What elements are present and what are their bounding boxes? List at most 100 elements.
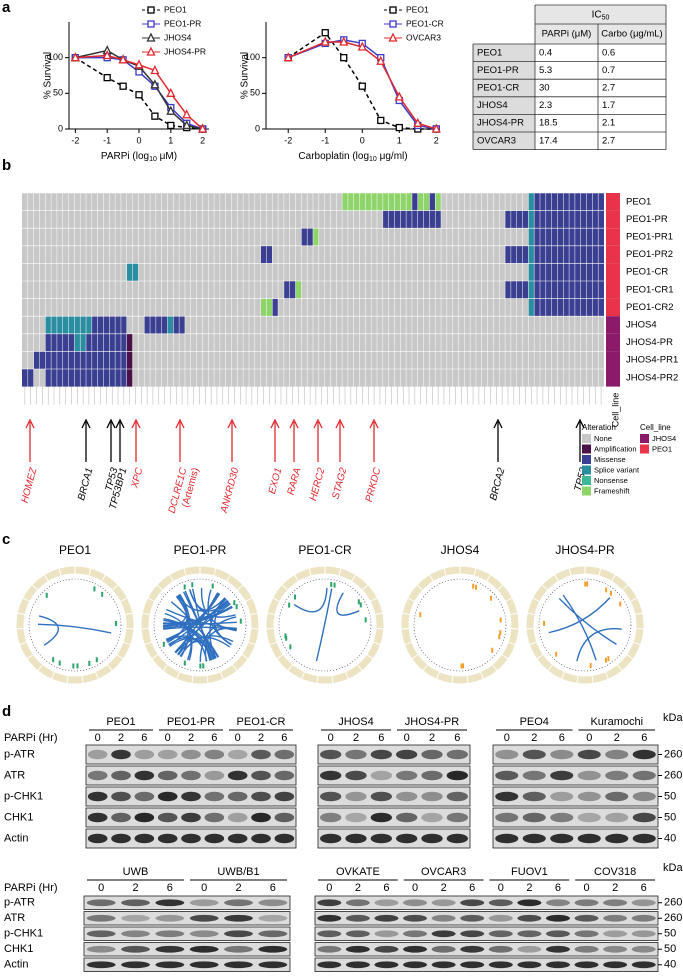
circos-tick <box>364 617 367 623</box>
blot-band <box>632 749 656 760</box>
blot-band <box>370 812 392 823</box>
blot-band <box>274 791 295 802</box>
circos-divider <box>547 664 554 672</box>
blot-band <box>446 833 468 844</box>
circos-divider <box>241 654 249 660</box>
circos-divider <box>509 612 518 616</box>
circos-link <box>166 608 237 630</box>
heatmap-row-label: JHOS4 <box>626 320 657 331</box>
blot-band <box>550 791 574 802</box>
x-tick-label: 0 <box>360 135 365 145</box>
circos-divider <box>287 664 294 672</box>
blot-band <box>204 791 225 802</box>
gene-label: ANKRD30 <box>219 466 242 515</box>
blot-band <box>121 961 150 969</box>
blot-band <box>517 899 542 907</box>
blot-band <box>181 812 201 823</box>
heatmap-row-label: JHOS4-PR2 <box>626 372 678 383</box>
blot-band <box>204 749 225 760</box>
blot-band <box>522 749 546 760</box>
circos-tick <box>499 630 502 636</box>
y-axis-label: % Survival <box>240 52 251 99</box>
timepoint-label: 2 <box>188 732 194 744</box>
blot-band <box>121 899 150 907</box>
time-label: PARPi (Hr) <box>4 882 58 894</box>
time-label: PARPi (Hr) <box>4 732 58 744</box>
gene-label: XPC <box>129 466 145 490</box>
blot-band <box>189 945 219 953</box>
timepoint-label: 6 <box>454 732 460 744</box>
blot-band <box>577 833 601 844</box>
circos-tick <box>88 660 91 666</box>
blot-band <box>431 930 456 938</box>
blot-band <box>121 914 150 922</box>
legend-label: Amplification <box>594 444 637 453</box>
blot-band <box>157 833 178 844</box>
legend-swatch <box>640 444 649 454</box>
kda-label: kDa <box>663 862 683 874</box>
circos-divider <box>191 675 194 684</box>
gene-label: EXO1 <box>267 467 285 496</box>
circos-divider <box>124 612 133 616</box>
blot-band <box>181 791 201 802</box>
heatmap-block <box>528 228 535 246</box>
cell-line-swatch <box>606 298 620 317</box>
circos-link <box>336 592 360 616</box>
blot-band <box>431 914 456 922</box>
blot-band <box>189 899 219 907</box>
table-title-part: IC <box>592 9 602 20</box>
blot-band <box>631 945 656 953</box>
y-tick-label: 50 <box>250 88 260 98</box>
circos-link <box>168 593 221 646</box>
blot-band <box>517 930 542 938</box>
table-cell: 0.6 <box>602 47 615 58</box>
circos-link <box>207 589 232 646</box>
blot-band <box>631 961 656 969</box>
heatmap-block <box>126 351 133 369</box>
timepoint-label: 2 <box>429 732 435 744</box>
circos-link <box>170 601 220 658</box>
blot-band <box>446 812 468 823</box>
circos-link <box>199 616 237 663</box>
table-column-header: Carbo (μg/mL) <box>601 29 662 40</box>
table-title: IC50 <box>592 9 610 22</box>
table-title-part: 50 <box>602 15 610 22</box>
blot-band <box>374 930 399 938</box>
blot-band <box>605 791 629 802</box>
gene-label: STAG2 <box>331 466 350 500</box>
heatmap-row-label: PEO1-PR1 <box>626 232 673 243</box>
circos-tick <box>543 620 546 626</box>
blot-band <box>632 812 656 823</box>
circos-divider <box>142 612 151 616</box>
circos-divider <box>266 627 275 630</box>
blot-band <box>258 930 288 938</box>
circos-tick <box>289 644 292 650</box>
circos-ring <box>16 566 134 684</box>
blot-band <box>545 930 570 938</box>
circos-link <box>562 594 597 661</box>
heatmap-row-label: PEO1-CR2 <box>626 302 674 313</box>
blot-band <box>111 833 131 844</box>
blot-band <box>155 945 185 953</box>
x-axis-label-part: PARPi (log <box>101 151 149 162</box>
marker <box>358 82 366 90</box>
blot-band <box>157 812 178 823</box>
blot-band <box>460 945 485 953</box>
heatmap-block <box>528 210 535 229</box>
timepoint-label: 0 <box>95 732 101 744</box>
heatmap-block <box>313 228 319 246</box>
circos-divider <box>473 568 477 577</box>
x-tick-label: -1 <box>321 135 329 145</box>
timepoint-label: 0 <box>201 882 207 894</box>
table-cell: 0.7 <box>602 65 615 76</box>
legend-swatch <box>582 444 591 454</box>
table-cell: 0.4 <box>539 47 552 58</box>
circos-divider <box>122 641 131 646</box>
cell-line-column-label: Cell_line <box>610 393 620 428</box>
row-label: p-CHK1 <box>4 928 43 940</box>
blot-band <box>446 749 468 760</box>
legend-marker <box>389 6 397 14</box>
row-label: CHK1 <box>4 943 33 955</box>
cell-line-swatch <box>606 333 620 352</box>
